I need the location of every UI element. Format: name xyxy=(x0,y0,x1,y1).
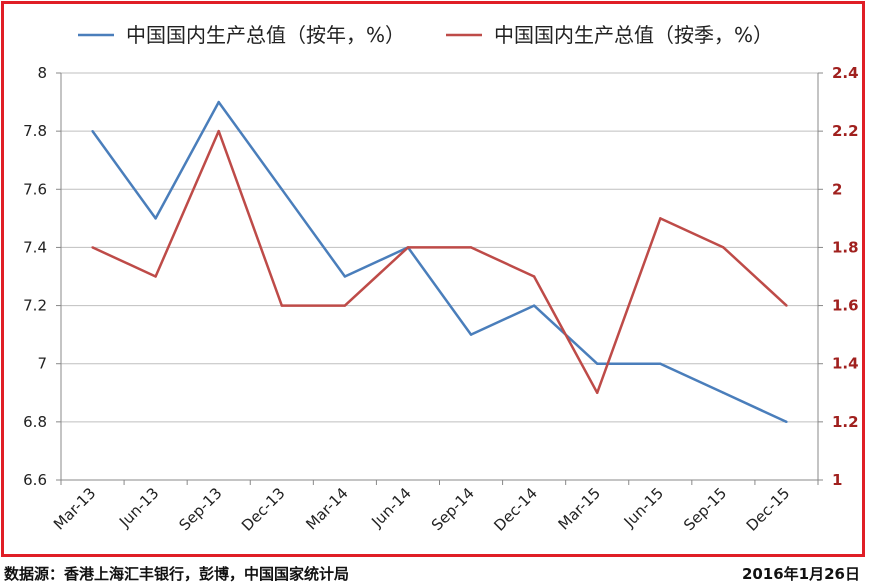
y-left-tick-label: 7.6 xyxy=(23,180,47,198)
y-left-tick-label: 6.8 xyxy=(23,413,47,431)
data-point xyxy=(343,275,347,278)
data-point xyxy=(154,275,157,278)
data-point xyxy=(280,304,283,307)
data-point xyxy=(596,391,599,394)
data-point xyxy=(722,246,725,249)
x-tick-label: Jun-13 xyxy=(115,484,162,531)
data-point xyxy=(406,246,410,249)
y-left-tick-label: 8 xyxy=(37,64,47,82)
x-tick-label: Dec-15 xyxy=(743,484,794,535)
chart-frame xyxy=(1,1,865,557)
y-right-tick-label: 1.8 xyxy=(832,238,859,256)
data-point xyxy=(785,304,788,307)
y-left-tick-label: 7 xyxy=(37,355,47,373)
data-point xyxy=(280,188,283,191)
data-point xyxy=(532,304,536,307)
y-left-tick-label: 7.8 xyxy=(23,122,47,140)
data-point xyxy=(343,304,347,307)
data-point xyxy=(659,217,662,220)
data-point xyxy=(469,333,473,336)
y-right-tick-label: 1 xyxy=(832,471,842,489)
y-right-tick-label: 2.4 xyxy=(832,64,859,82)
data-point xyxy=(469,246,473,249)
data-point xyxy=(596,362,599,365)
date-note: 2016年1月26日 xyxy=(741,565,860,583)
x-tick-label: Dec-13 xyxy=(238,484,289,535)
y-right-tick-label: 1.4 xyxy=(832,355,859,373)
data-point xyxy=(659,362,662,365)
y-left-tick-label: 7.2 xyxy=(23,297,47,315)
y-right-tick-label: 2.2 xyxy=(832,122,859,140)
data-point xyxy=(154,217,157,220)
x-tick-label: Jun-15 xyxy=(620,484,667,531)
y-left-tick-label: 7.4 xyxy=(23,238,47,256)
data-point xyxy=(217,129,220,133)
y-left-tick-label: 6.6 xyxy=(23,471,47,489)
source-note: 数据源：香港上海汇丰银行，彭博，中国国家统计局 xyxy=(4,565,350,583)
series-line-qoq xyxy=(91,129,788,395)
x-tick-label: Jun-14 xyxy=(367,484,414,531)
legend-label-yoy: 中国国内生产总值（按年，%） xyxy=(126,23,405,47)
data-point xyxy=(532,275,536,278)
data-point xyxy=(785,420,788,424)
x-tick-label: Mar-15 xyxy=(555,484,604,533)
x-tick-label: Mar-13 xyxy=(50,484,99,533)
series-line-yoy xyxy=(91,100,788,424)
x-tick-label: Sep-15 xyxy=(680,484,730,534)
data-point xyxy=(91,129,94,133)
y-right-tick-label: 1.2 xyxy=(832,413,859,431)
data-point xyxy=(91,246,94,249)
data-point xyxy=(722,391,725,394)
x-tick-label: Sep-14 xyxy=(428,484,478,534)
x-tick-label: Dec-14 xyxy=(490,484,541,535)
legend-label-qoq: 中国国内生产总值（按季，%） xyxy=(494,23,773,47)
y-right-tick-label: 2 xyxy=(832,180,842,198)
x-tick-label: Sep-13 xyxy=(175,484,225,534)
x-tick-label: Mar-14 xyxy=(302,484,351,533)
data-point xyxy=(217,100,220,104)
y-right-tick-label: 1.6 xyxy=(832,297,859,315)
